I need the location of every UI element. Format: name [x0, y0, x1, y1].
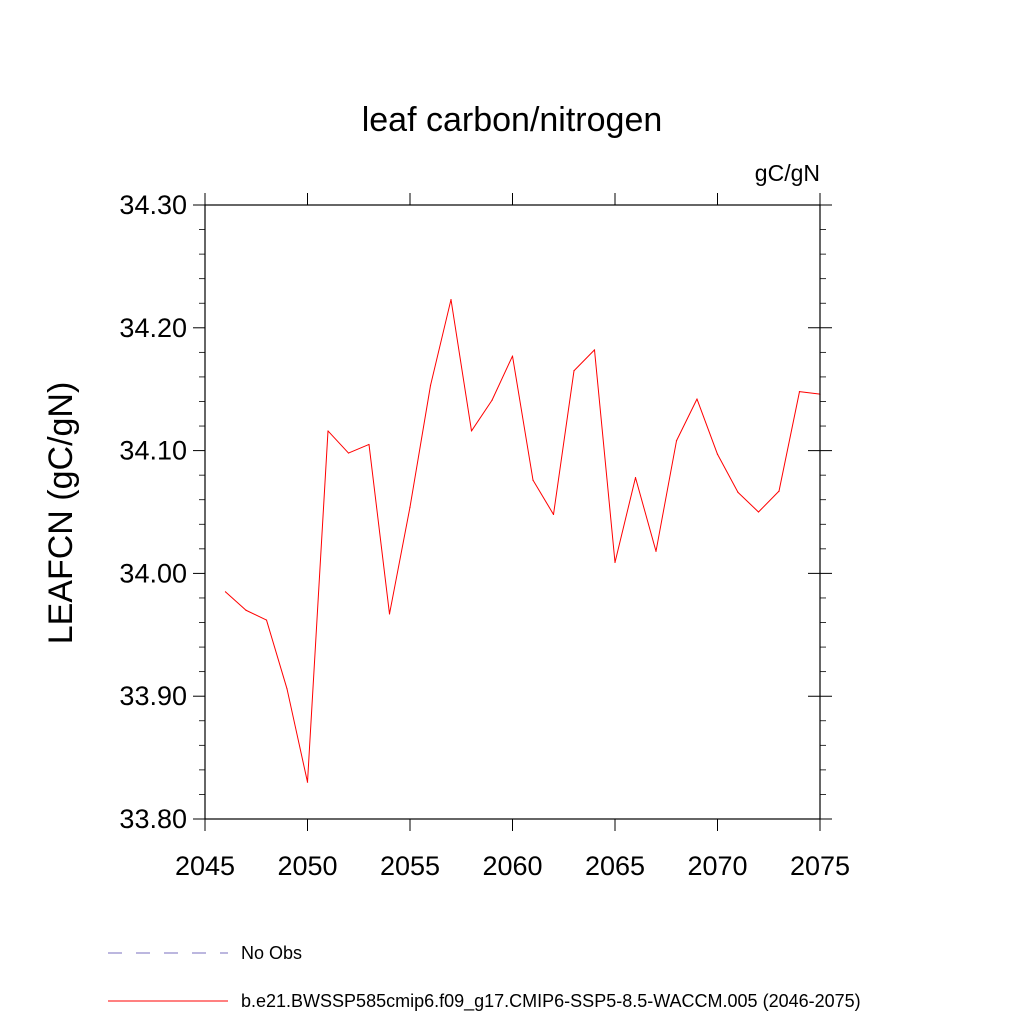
- data-point: [368, 443, 370, 446]
- y-tick-label: 33.80: [119, 804, 187, 834]
- data-point: [388, 613, 391, 615]
- data-point: [265, 619, 268, 621]
- x-tick-label: 2060: [482, 851, 542, 881]
- x-tick-label: 2070: [687, 851, 747, 881]
- data-point: [306, 781, 309, 783]
- series-line-0: [225, 299, 821, 783]
- data-point: [327, 430, 329, 432]
- data-point: [696, 398, 698, 400]
- data-point: [245, 609, 247, 611]
- x-tick-label: 2065: [585, 851, 645, 881]
- data-point: [798, 391, 801, 393]
- data-point: [675, 440, 678, 442]
- data-point: [470, 430, 473, 432]
- y-axis-label: LEAFCN (gC/gN): [42, 382, 80, 645]
- data-point: [655, 550, 657, 552]
- tick-labels: 33.80 33.90 34.00 34.10 34.20 34.30 2045 2050 20…: [119, 190, 850, 881]
- data-point: [573, 370, 575, 372]
- data-point: [532, 479, 534, 481]
- data-point: [286, 688, 288, 690]
- y-tick-label: 34.20: [119, 313, 187, 343]
- data-point: [634, 477, 637, 479]
- series-layer: [224, 298, 821, 783]
- x-tick-label: 2075: [790, 851, 850, 881]
- plot-frame: [204, 204, 821, 820]
- y-tick-label: 34.10: [119, 436, 187, 466]
- data-point: [409, 506, 411, 508]
- x-tick-label: 2055: [380, 851, 440, 881]
- y-tick-label: 34.30: [119, 190, 187, 220]
- data-point: [347, 452, 350, 454]
- data-point: [716, 453, 719, 455]
- data-point: [511, 355, 514, 357]
- legend-label-no-obs: No Obs: [241, 943, 302, 963]
- data-point: [614, 561, 616, 563]
- data-point: [491, 399, 493, 401]
- data-point: [224, 591, 227, 593]
- legend-label-model-run: b.e21.BWSSP585cmip6.f09_g17.CMIP6-SSP5-8…: [241, 991, 861, 1012]
- data-point: [450, 298, 452, 301]
- x-tick-label: 2050: [277, 851, 337, 881]
- legend: No Obs b.e21.BWSSP585cmip6.f09_g17.CMIP6…: [108, 943, 861, 1012]
- data-point: [552, 513, 555, 516]
- data-point: [593, 349, 596, 351]
- data-point: [778, 490, 780, 492]
- x-tick-label: 2045: [175, 851, 235, 881]
- data-point: [757, 511, 760, 513]
- units-label: gC/gN: [755, 160, 820, 186]
- data-point: [737, 491, 739, 493]
- y-tick-label: 33.90: [119, 681, 187, 711]
- data-point: [429, 384, 432, 387]
- chart-title: leaf carbon/nitrogen: [362, 101, 663, 139]
- y-tick-label: 34.00: [119, 558, 187, 588]
- axis-ticks: [193, 193, 832, 831]
